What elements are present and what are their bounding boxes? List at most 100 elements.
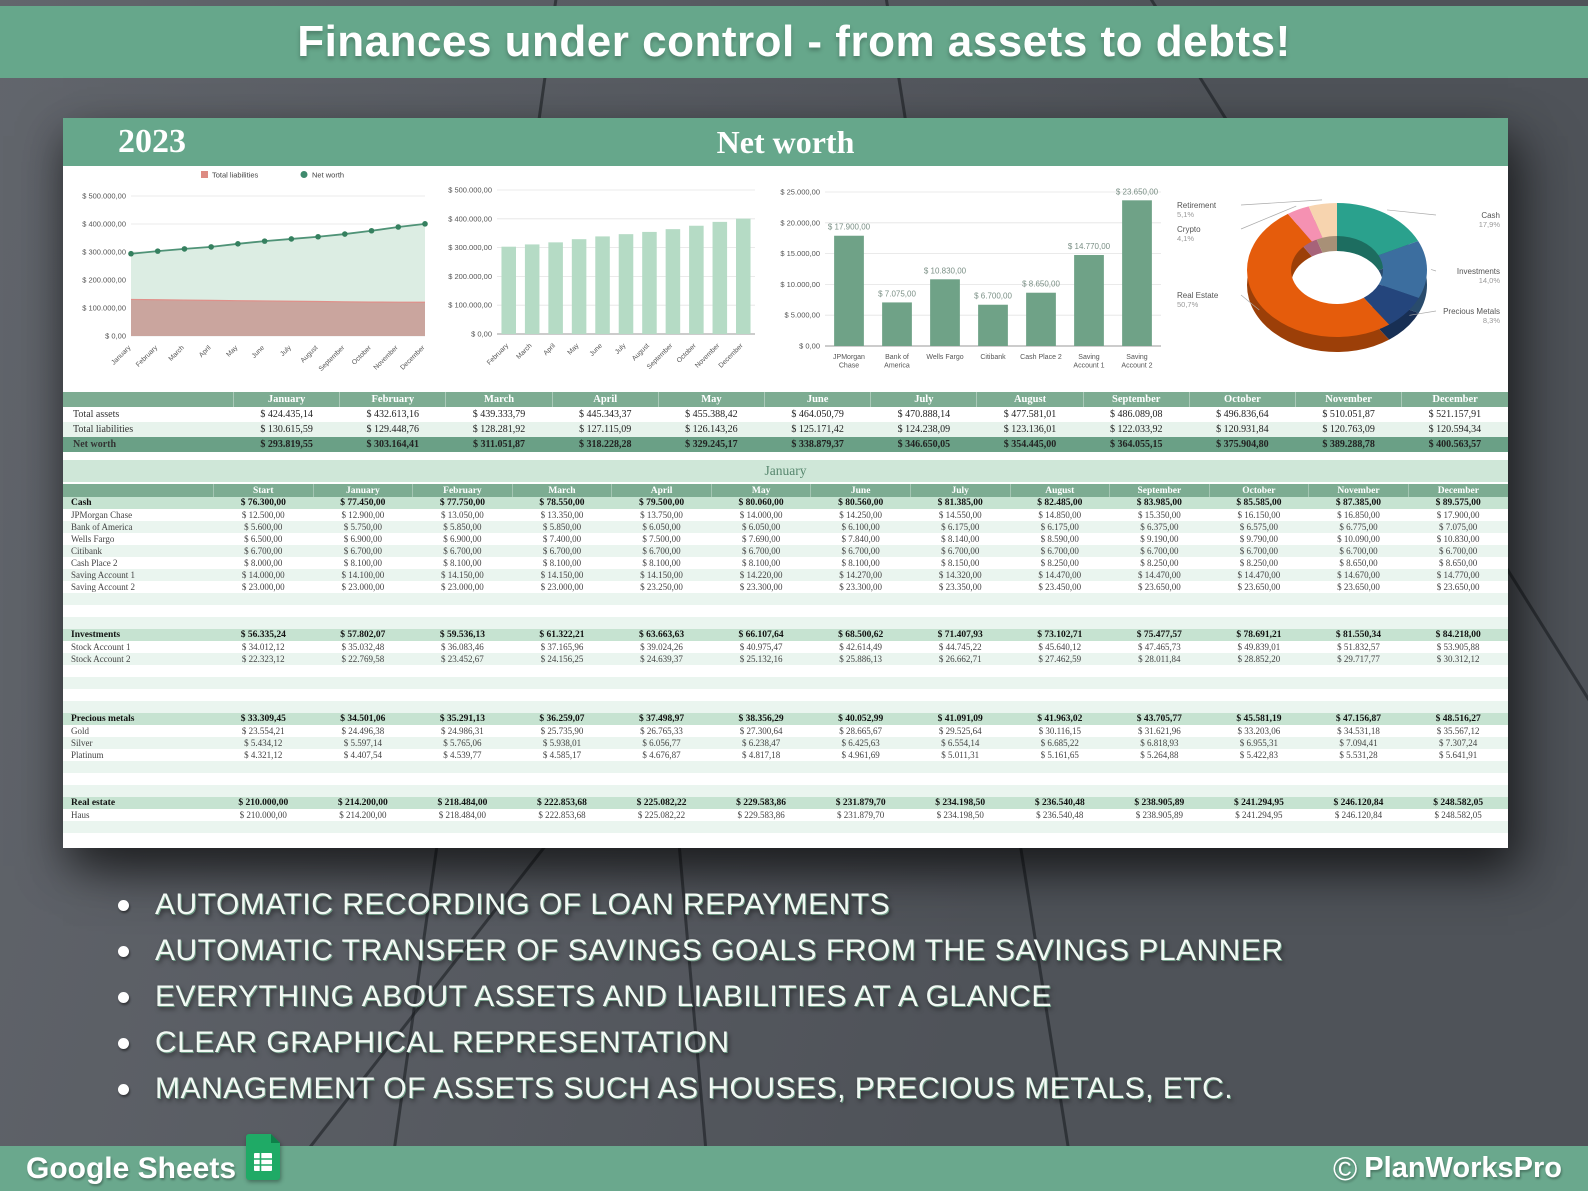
detail-table: Start January February March April May June Jul… — [63, 484, 1508, 845]
table-cell: $ 445.343,37 — [578, 409, 632, 420]
table-cell: $ 128.281,92 — [472, 424, 526, 435]
table-cell: $ 6.100,00 — [841, 522, 880, 532]
row-label: Saving Account 2 — [71, 582, 135, 592]
table-header-row: January February March April May June July Augu… — [63, 392, 1508, 407]
feature-text: EVERYTHING ABOUT ASSETS AND LIABILITIES … — [155, 980, 1052, 1013]
table-cell: $ 49.839,01 — [1237, 642, 1281, 652]
row-label: Saving Account 1 — [71, 570, 135, 580]
table-cell: $ 7.400,00 — [542, 534, 582, 544]
table-cell — [63, 701, 1508, 713]
table-cell: $ 14.150,00 — [540, 570, 584, 580]
svg-text:January: January — [110, 344, 132, 366]
table-cell: $ 130.615,59 — [260, 424, 313, 435]
table-cell: $ 16.150,00 — [1237, 510, 1281, 520]
table-cell: $ 5.641,91 — [1439, 750, 1478, 760]
svg-text:October: October — [351, 344, 374, 367]
table-cell: $ 14.000,00 — [241, 570, 285, 580]
svg-text:October: October — [676, 342, 699, 365]
table-cell: $ 4.321,12 — [244, 750, 283, 760]
table-cell: $ 5.597,14 — [343, 738, 382, 748]
table-cell: $ 231.879,70 — [835, 798, 886, 808]
column-header: April — [611, 484, 712, 497]
feature-text: AUTOMATIC TRANSFER OF SAVINGS GOALS FROM… — [155, 934, 1284, 967]
table-cell: $ 8.650,00 — [1439, 558, 1478, 568]
table-cell: $ 6.700,00 — [1439, 546, 1478, 556]
table-cell: $ 8.000,00 — [244, 558, 283, 568]
table-cell: $ 7.500,00 — [642, 534, 681, 544]
column-header: July — [870, 392, 977, 407]
table-cell: $ 6.700,00 — [542, 546, 582, 556]
row-label: Platinum — [71, 750, 104, 760]
cash-accounts-bar-chart: $ 0,00 $ 5.000,00 $ 10.000,00 $ 15.000,00 $ … — [767, 166, 1169, 388]
table-row: Stock Account 2 $ 22.323,12 $ 22.769,58 $ 2… — [63, 653, 1508, 665]
column-header: November — [1308, 484, 1409, 497]
table-cell: $ 35.567,12 — [1436, 726, 1480, 736]
feature-list: AUTOMATIC RECORDING OF LOAN REPAYMENTS AU… — [118, 882, 1284, 1112]
column-header: October — [1208, 484, 1309, 497]
svg-text:$ 0,00: $ 0,00 — [105, 332, 126, 341]
table-cell: $ 14.470,00 — [1137, 570, 1181, 580]
table-cell: $ 218.484,00 — [437, 798, 488, 808]
table-cell: $ 6.700,00 — [642, 546, 681, 556]
svg-text:February: February — [135, 344, 160, 369]
svg-text:$ 100.000,00: $ 100.000,00 — [82, 304, 126, 313]
spacer-row — [63, 785, 1508, 797]
svg-text:July: July — [279, 344, 293, 358]
table-cell: $ 81.550,34 — [1335, 630, 1382, 640]
table-cell: $ 44.745,22 — [938, 642, 982, 652]
table-cell: $ 23.250,00 — [640, 582, 683, 592]
column-header: August — [976, 392, 1084, 407]
table-cell: $ 293.819,55 — [260, 439, 313, 450]
footer: Google Sheets © PlanWorksPro — [0, 1133, 1588, 1191]
table-cell: $ 8.100,00 — [642, 558, 681, 568]
table-cell — [63, 773, 1508, 785]
table-cell: $ 82.485,00 — [1037, 498, 1083, 508]
table-cell — [63, 665, 1508, 677]
table-cell: $ 14.850,00 — [1038, 510, 1082, 520]
table-cell: $ 236.540,48 — [1036, 810, 1084, 820]
table-cell: $ 31.621,96 — [1137, 726, 1181, 736]
year-label: 2023 — [118, 123, 186, 160]
row-label: Investments — [71, 630, 121, 640]
spacer-row — [63, 605, 1508, 617]
google-sheets-icon — [246, 1133, 281, 1180]
table-cell: $ 229.583,86 — [736, 798, 787, 808]
table-cell: $ 510.051,87 — [1322, 409, 1375, 420]
row-label: Cash — [71, 498, 92, 508]
table-cell: $ 76.300,00 — [240, 498, 286, 508]
table-cell: $ 4.676,87 — [642, 750, 681, 760]
row-label: Gold — [71, 726, 89, 736]
table-cell — [63, 617, 1508, 629]
table-cell: $ 375.904,80 — [1216, 439, 1269, 450]
table-cell: $ 123.136,01 — [1003, 424, 1057, 435]
bullet-dot-icon — [118, 1037, 129, 1049]
table-cell: $ 229.583,86 — [737, 810, 785, 820]
svg-text:$ 500.000,00: $ 500.000,00 — [82, 192, 126, 201]
table-cell: $ 28.665,67 — [839, 726, 883, 736]
column-header: January — [312, 484, 413, 497]
table-cell: $ 47.156,87 — [1335, 714, 1382, 724]
svg-text:Total liabilities: Total liabilities — [212, 171, 259, 180]
table-cell: $ 6.700,00 — [443, 546, 482, 556]
svg-text:14,0%: 14,0% — [1479, 276, 1501, 285]
sheet-title: Net worth — [716, 123, 855, 160]
table-cell: $ 23.452,67 — [441, 654, 484, 664]
table-cell: $ 25.886,13 — [839, 654, 883, 664]
table-cell — [63, 833, 1508, 845]
table-cell: $ 51.832,57 — [1337, 642, 1380, 652]
spacer-row — [63, 761, 1508, 773]
row-label: Stock Account 2 — [71, 654, 131, 664]
table-cell: $ 6.700,00 — [244, 546, 283, 556]
table-cell: $ 6.700,00 — [741, 546, 781, 556]
column-header: July — [909, 484, 1010, 497]
table-cell: $ 122.033,92 — [1109, 424, 1163, 435]
table-cell: $ 241.294,95 — [1235, 810, 1283, 820]
svg-text:April: April — [542, 342, 557, 357]
row-label: Bank of America — [71, 522, 133, 532]
svg-text:Net worth: Net worth — [312, 171, 344, 180]
table-cell: $ 30.116,15 — [1038, 726, 1081, 736]
table-cell: $ 75.477,57 — [1136, 630, 1182, 640]
table-row: Citibank $ 6.700,00 $ 6.700,00 $ 6.700,00 $ … — [63, 545, 1508, 557]
bullet-dot-icon — [118, 1083, 129, 1095]
